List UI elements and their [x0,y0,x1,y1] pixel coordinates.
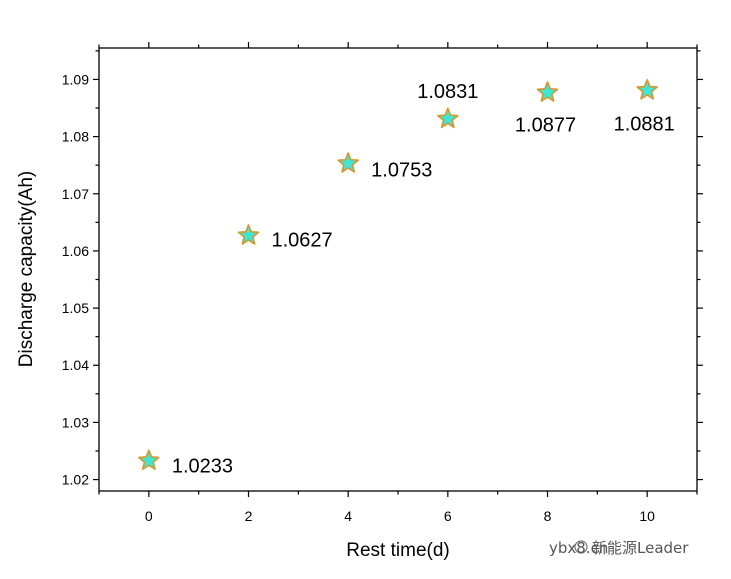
x-tick-label: 4 [344,508,352,524]
data-point-star [437,107,459,129]
watermark-brand: 新能源Leader [592,539,689,557]
watermark: ybx8.cn 新能源Leader [549,539,689,557]
y-tick-label: 1.06 [62,243,89,259]
data-point-star [536,81,559,102]
x-tick-label: 6 [444,508,452,524]
data-point-star [337,152,359,173]
y-axis-title: Discharge capacity(Ah) [16,171,37,367]
watermark-site: ybx8.cn [549,539,608,557]
data-label: 1.0233 [172,456,233,478]
x-tick-label: 8 [544,508,552,524]
y-tick-label: 1.05 [62,300,89,316]
data-label: 1.0877 [515,115,576,137]
data-points [138,79,658,470]
y-axis: 1.02 1.03 1.04 1.05 1.06 1.07 1.08 1.09 [62,50,703,488]
x-tick-label: 2 [245,508,253,524]
y-tick-label: 1.03 [62,414,89,430]
x-tick-label: 10 [639,508,655,524]
plot-frame [98,47,698,492]
y-tick-label: 1.09 [62,71,89,87]
data-label: 1.0831 [417,81,478,103]
data-point-star [636,79,658,100]
wechat-icon [574,540,588,554]
data-point-star [237,224,260,245]
data-label: 1.0627 [272,229,333,251]
data-label: 1.0753 [371,159,432,181]
y-tick-label: 1.07 [62,186,89,202]
x-axis: 0 2 4 6 8 10 [98,42,698,524]
y-tick-label: 1.02 [62,472,89,488]
y-tick-label: 1.08 [62,129,89,145]
data-labels: 1.0233 1.0627 1.0753 1.0831 1.0877 1.0881 [172,81,675,478]
x-tick-label: 0 [145,508,153,524]
data-label: 1.0881 [614,113,675,135]
y-tick-label: 1.04 [62,357,89,373]
data-point-star [138,449,160,470]
x-axis-title: Rest time(d) [346,540,449,561]
